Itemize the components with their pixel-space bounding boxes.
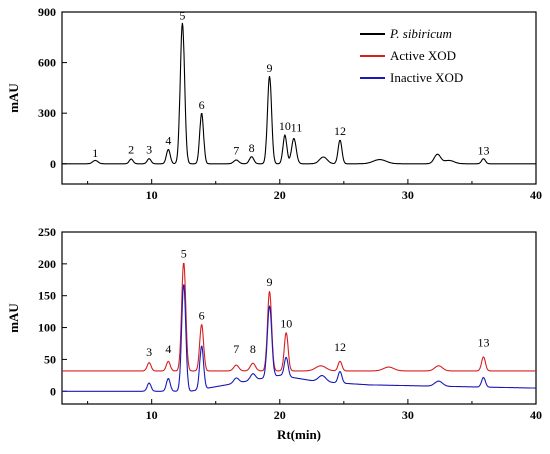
series-line-p-sibiricum	[62, 22, 536, 165]
peak-label: 1	[92, 146, 98, 160]
x-tick-label: 10	[146, 188, 158, 202]
x-tick-label: 20	[274, 408, 286, 422]
peak-label: 10	[280, 317, 292, 331]
x-tick-label: 30	[402, 408, 414, 422]
y-tick-label: 100	[38, 321, 56, 335]
peak-label: 7	[233, 342, 239, 356]
peak-label: 3	[146, 143, 152, 157]
legend: P. sibiricum Active XOD Inactive XOD	[360, 26, 463, 85]
y-tick-label: 200	[38, 257, 56, 271]
plot-frame	[61, 231, 537, 405]
plot-frame	[61, 11, 537, 185]
y-tick-label: 250	[38, 225, 56, 239]
y-axis-label: mAU	[6, 303, 21, 333]
peak-label: 2	[128, 143, 134, 157]
peak-label: 10	[279, 119, 291, 133]
x-tick-label: 10	[146, 408, 158, 422]
peak-label: 8	[250, 342, 256, 356]
y-tick-label: 150	[38, 289, 56, 303]
legend-entry: P. sibiricum	[389, 26, 452, 41]
peak-label: 8	[249, 141, 255, 155]
y-tick-label: 600	[38, 56, 56, 70]
x-tick-label: 40	[530, 408, 542, 422]
peak-label: 5	[181, 246, 187, 260]
peak-label: 7	[233, 143, 239, 157]
peak-label: 12	[334, 124, 346, 138]
peak-label: 6	[199, 98, 205, 112]
x-tick-label: 30	[402, 188, 414, 202]
peak-label: 12	[334, 340, 346, 354]
y-tick-label: 50	[44, 352, 56, 366]
peak-label: 9	[267, 61, 273, 75]
y-tick-label: 0	[50, 157, 56, 171]
x-tick-label: 40	[530, 188, 542, 202]
x-tick-label: 20	[274, 188, 286, 202]
y-tick-label: 300	[38, 106, 56, 120]
legend-entry: Active XOD	[390, 48, 456, 63]
series-line-inactive-xod	[62, 284, 536, 392]
legend-entry: Inactive XOD	[390, 70, 463, 85]
y-tick-label: 900	[38, 5, 56, 19]
peak-label: 4	[165, 342, 171, 356]
peak-label: 3	[146, 345, 152, 359]
y-tick-label: 0	[50, 384, 56, 398]
peak-label: 6	[199, 308, 205, 322]
peak-label: 5	[179, 9, 185, 23]
peak-label: 4	[165, 133, 171, 147]
peak-label: 11	[291, 121, 303, 135]
series-line-active-xod	[62, 262, 536, 372]
peak-label: 9	[267, 275, 273, 289]
peak-label: 13	[477, 336, 489, 350]
x-axis-label: Rt(min)	[277, 427, 321, 442]
y-axis-label: mAU	[6, 83, 21, 113]
peak-label: 13	[477, 143, 489, 157]
